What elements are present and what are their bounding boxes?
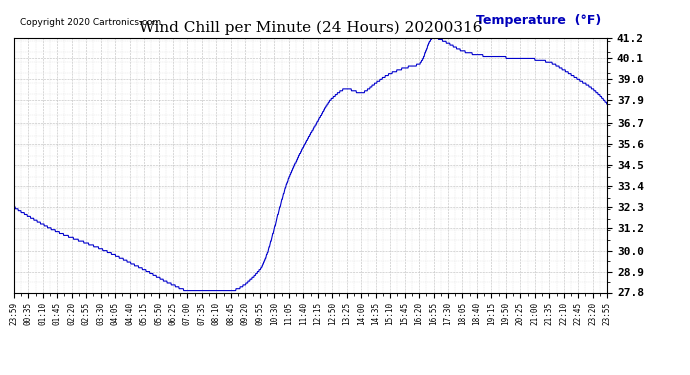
Text: Temperature  (°F): Temperature (°F) — [476, 14, 601, 27]
Text: Copyright 2020 Cartronics.com: Copyright 2020 Cartronics.com — [20, 18, 161, 27]
Title: Wind Chill per Minute (24 Hours) 20200316: Wind Chill per Minute (24 Hours) 2020031… — [139, 21, 482, 35]
